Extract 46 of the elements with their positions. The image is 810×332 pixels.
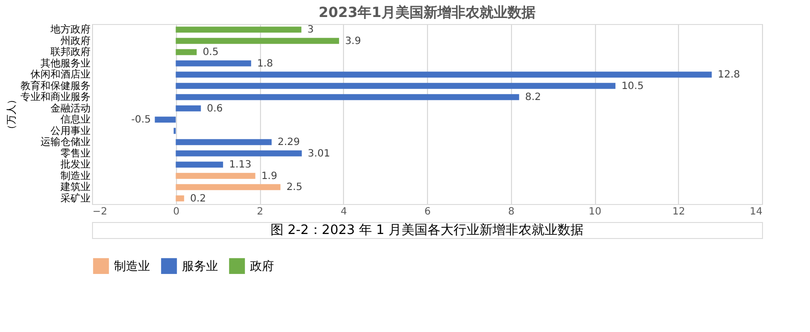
y-tick-label: 州政府: [60, 34, 90, 47]
data-label: 0.6: [206, 103, 223, 114]
data-label: 0.5: [202, 47, 219, 58]
x-tick-label: −2: [92, 206, 108, 218]
y-tick-label: 信息业: [60, 114, 90, 126]
data-label: 3: [307, 24, 314, 36]
chart-title: 2023年1月美国新增非农就业数据: [318, 4, 536, 21]
x-tick-label: 14: [750, 206, 762, 218]
data-label: 1.9: [261, 170, 278, 182]
data-label: 10.5: [621, 80, 644, 92]
x-tick-label: 10: [588, 206, 602, 218]
y-tick-label: 金融活动: [50, 102, 90, 114]
y-tick-label: 运输仓储业: [40, 136, 90, 148]
x-tick-label: 0: [173, 206, 180, 218]
y-tick-label: 联邦政府: [50, 46, 90, 58]
y-tick-label: 公用事业: [50, 124, 90, 137]
data-label: 1.8: [257, 58, 274, 70]
data-label: 1.13: [229, 160, 252, 171]
y-tick-label: 批发业: [60, 158, 90, 171]
y-tick-label: 地方政府: [50, 24, 90, 36]
legend-label: 制造业: [114, 259, 150, 274]
data-label: 2.5: [286, 182, 302, 194]
legend-label: 服务业: [182, 259, 218, 274]
data-label: 3.01: [308, 148, 330, 160]
data-label: 0.2: [190, 193, 206, 204]
y-tick-label: 建筑业: [60, 181, 90, 194]
caption: 图 2-2：2023 年 1 月美国各大行业新增非农就业数据: [270, 222, 584, 238]
x-tick-label: 6: [424, 206, 431, 218]
x-tick-label: 8: [508, 206, 514, 218]
data-label: 12.8: [718, 70, 740, 81]
y-tick-label: 零售业: [60, 147, 90, 160]
data-label: -0.5: [131, 114, 151, 126]
x-tick-label: 4: [340, 206, 347, 218]
y-tick-label: 休闲和酒店业: [30, 68, 90, 81]
y-tick-label: 其他服务业: [40, 57, 90, 70]
data-label: 3.9: [345, 36, 361, 47]
y-tick-label: 采矿业: [60, 192, 90, 204]
legend-label: 政府: [250, 259, 274, 274]
x-tick-label: 2: [256, 206, 264, 218]
y-tick-label: 制造业: [60, 170, 90, 182]
data-label: 2.29: [278, 137, 300, 148]
x-tick-label: 12: [672, 206, 686, 218]
y-axis-title: （万人）: [6, 94, 18, 134]
y-tick-label: 教育和保健服务: [20, 80, 90, 92]
data-label: 8.2: [525, 92, 542, 104]
y-tick-label: 专业和商业服务: [20, 91, 90, 104]
